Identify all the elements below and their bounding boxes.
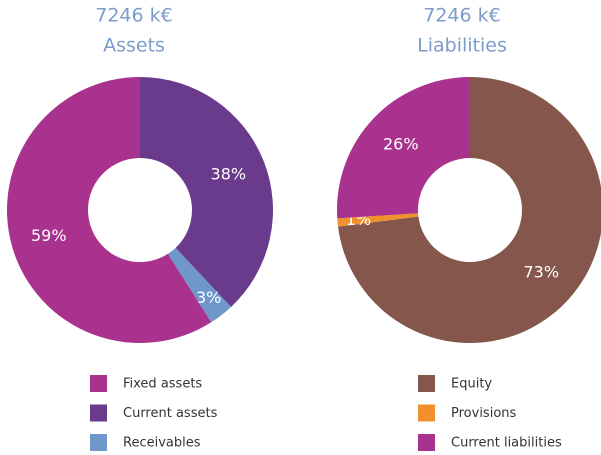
legend-swatch — [90, 404, 107, 422]
legend-swatch — [418, 404, 435, 422]
legend-swatch — [418, 375, 435, 392]
legend-label: Equity — [451, 377, 492, 392]
donut-slice — [337, 213, 419, 227]
legend-label: Provisions — [451, 406, 517, 421]
chart-subtitle: Liabilities — [417, 35, 507, 57]
slice-label: 73% — [523, 262, 559, 281]
slice-label: 59% — [31, 226, 67, 245]
donut-slice — [7, 77, 212, 343]
slice-label: 26% — [383, 134, 419, 153]
donut-slice — [338, 77, 601, 343]
chart-title: 7246 k€ — [95, 5, 172, 27]
donut-slice — [337, 77, 470, 219]
slice-label: 3% — [196, 288, 221, 307]
slice-label: 38% — [211, 165, 247, 184]
chart-subtitle: Assets — [103, 35, 165, 57]
donut-slice — [140, 77, 273, 307]
chart-title: 7246 k€ — [423, 5, 500, 27]
legend-swatch — [90, 375, 107, 392]
donut-slice — [167, 247, 232, 323]
legend-label: Current assets — [123, 406, 218, 421]
legend-label: Current liabilities — [451, 436, 562, 451]
legend-swatch — [90, 434, 107, 451]
legend-label: Receivables — [123, 436, 201, 451]
legend-swatch — [418, 434, 435, 451]
legend-label: Fixed assets — [123, 377, 202, 392]
